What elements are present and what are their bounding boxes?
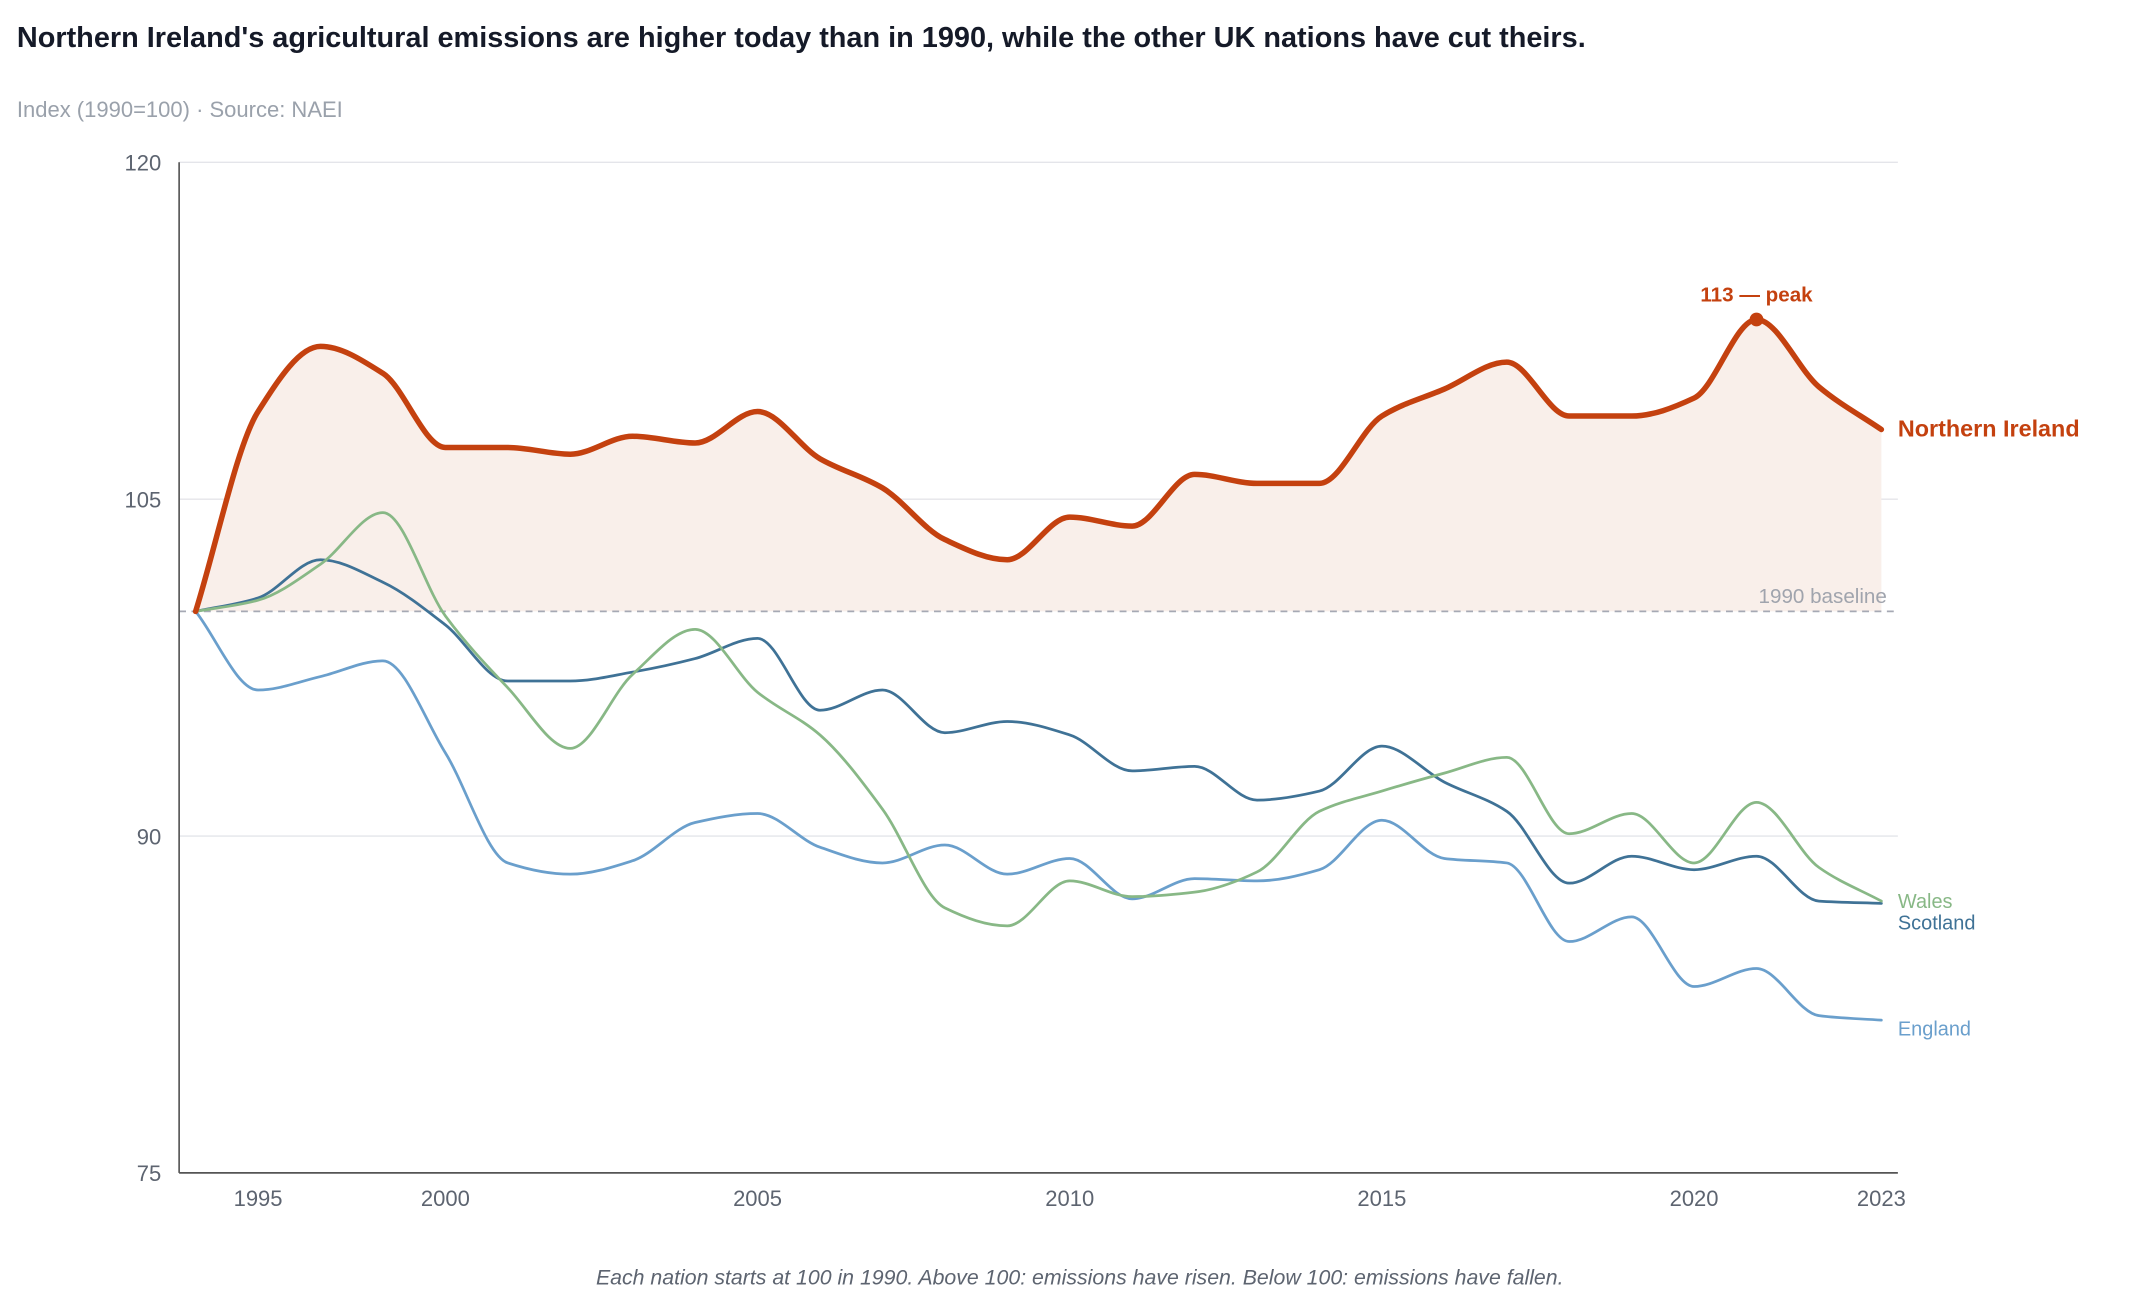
series-label: Wales [1898,891,1953,913]
x-tick-labels: 1995 2000 2005 2010 2015 2020 2023 [234,1186,1906,1211]
y-tick-label: 120 [125,151,162,176]
x-tick-label: 2000 [421,1186,470,1211]
series-line [194,610,1883,1022]
series-label: Scotland [1898,913,1976,935]
series-fill [195,319,1882,612]
x-tick-label: 2023 [1857,1186,1906,1211]
y-tick-label: 105 [125,487,162,512]
x-tick-label: 2020 [1670,1186,1719,1211]
x-tick-label: 2005 [733,1186,782,1211]
peak-annotation: 113 — peak [1700,284,1813,307]
x-tick-label: 1995 [234,1186,283,1211]
x-tick-label: 2015 [1357,1186,1406,1211]
baseline-label: 1990 baseline [1759,585,1887,608]
series-line [194,511,1883,928]
chart-title: Northern Ireland's agricultural emission… [17,22,1586,54]
y-tick-label: 75 [137,1161,161,1186]
footnote: Each nation starts at 100 in 1990. Above… [596,1265,1564,1289]
area-fill [195,319,1882,612]
series-label: Northern Ireland [1898,415,2080,441]
series-line [194,558,1883,905]
x-tick-label: 2010 [1045,1186,1094,1211]
chart-subtitle: Index (1990=100) · Source: NAEI [17,97,343,122]
series-lines [192,316,1885,1022]
y-tick-labels: 75 90 105 120 [125,151,162,1187]
series-line [192,316,1885,615]
series-label: England [1898,1018,1971,1040]
y-tick-label: 90 [137,824,161,849]
peak-marker [1749,312,1764,327]
